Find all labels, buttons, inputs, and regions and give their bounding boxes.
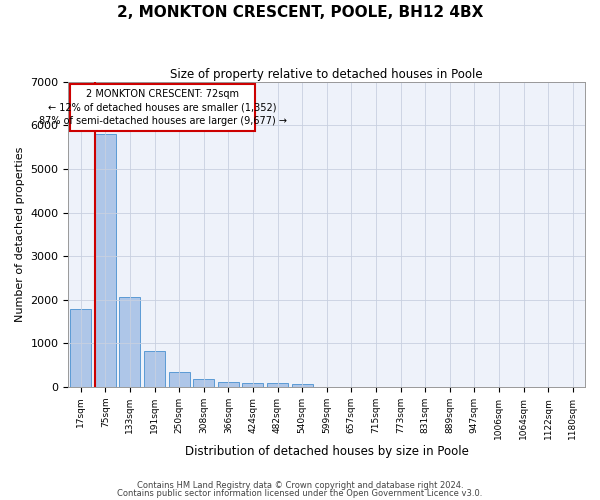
Bar [70,310,91,387]
Bar [169,372,190,387]
Text: Contains public sector information licensed under the Open Government Licence v3: Contains public sector information licen… [118,489,482,498]
Text: 87% of semi-detached houses are larger (9,677) →: 87% of semi-detached houses are larger (… [38,116,287,126]
Title: Size of property relative to detached houses in Poole: Size of property relative to detached ho… [170,68,483,80]
Text: ← 12% of detached houses are smaller (1,352): ← 12% of detached houses are smaller (1,… [49,102,277,113]
Bar [95,134,116,387]
Bar [193,379,214,387]
Bar [292,384,313,387]
Y-axis label: Number of detached properties: Number of detached properties [15,146,25,322]
Bar [218,382,239,387]
Bar [267,382,288,387]
X-axis label: Distribution of detached houses by size in Poole: Distribution of detached houses by size … [185,444,469,458]
Bar [242,382,263,387]
FancyBboxPatch shape [70,84,255,131]
Text: Contains HM Land Registry data © Crown copyright and database right 2024.: Contains HM Land Registry data © Crown c… [137,480,463,490]
Text: 2 MONKTON CRESCENT: 72sqm: 2 MONKTON CRESCENT: 72sqm [86,89,239,99]
Bar [144,352,165,387]
Bar [119,297,140,387]
Text: 2, MONKTON CRESCENT, POOLE, BH12 4BX: 2, MONKTON CRESCENT, POOLE, BH12 4BX [117,5,483,20]
